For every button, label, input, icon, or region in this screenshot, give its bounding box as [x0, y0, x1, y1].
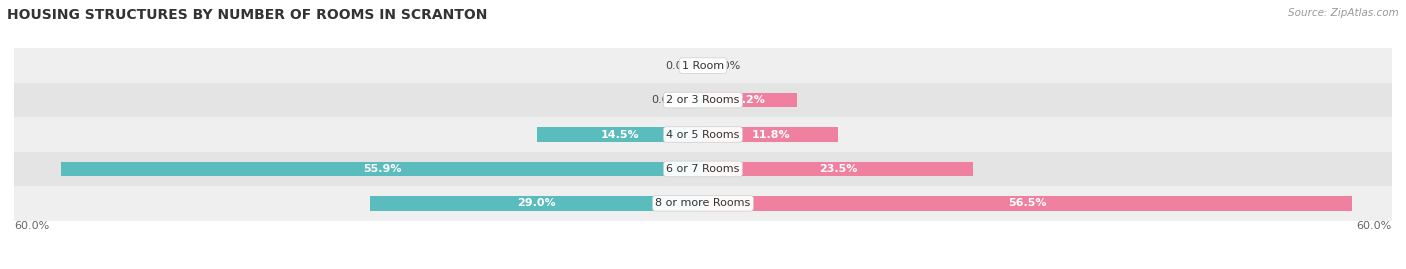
Text: 60.0%: 60.0% — [1357, 221, 1392, 231]
Text: 0.0%: 0.0% — [713, 61, 741, 71]
Text: 2 or 3 Rooms: 2 or 3 Rooms — [666, 95, 740, 105]
Text: 6 or 7 Rooms: 6 or 7 Rooms — [666, 164, 740, 174]
Bar — [14, 83, 1392, 117]
Text: 23.5%: 23.5% — [818, 164, 858, 174]
Text: 4 or 5 Rooms: 4 or 5 Rooms — [666, 129, 740, 140]
Text: 55.9%: 55.9% — [363, 164, 401, 174]
Bar — [703, 93, 797, 107]
Text: 56.5%: 56.5% — [1008, 198, 1046, 208]
Bar — [14, 48, 1392, 83]
Bar — [537, 127, 703, 142]
Bar — [14, 152, 1392, 186]
Text: 0.0%: 0.0% — [665, 61, 693, 71]
Text: 14.5%: 14.5% — [600, 129, 640, 140]
Bar — [14, 117, 1392, 152]
Bar — [14, 186, 1392, 221]
Text: HOUSING STRUCTURES BY NUMBER OF ROOMS IN SCRANTON: HOUSING STRUCTURES BY NUMBER OF ROOMS IN… — [7, 8, 488, 22]
Text: 29.0%: 29.0% — [517, 198, 555, 208]
Text: 1 Room: 1 Room — [682, 61, 724, 71]
Text: 11.8%: 11.8% — [751, 129, 790, 140]
Text: 60.0%: 60.0% — [14, 221, 49, 231]
Text: 8.2%: 8.2% — [735, 95, 765, 105]
Bar — [696, 93, 703, 107]
Bar — [60, 162, 703, 176]
Text: Source: ZipAtlas.com: Source: ZipAtlas.com — [1288, 8, 1399, 18]
Bar — [370, 196, 703, 211]
Bar — [703, 127, 838, 142]
Bar — [703, 162, 973, 176]
Text: 8 or more Rooms: 8 or more Rooms — [655, 198, 751, 208]
Bar — [703, 196, 1351, 211]
Text: 0.66%: 0.66% — [651, 95, 686, 105]
